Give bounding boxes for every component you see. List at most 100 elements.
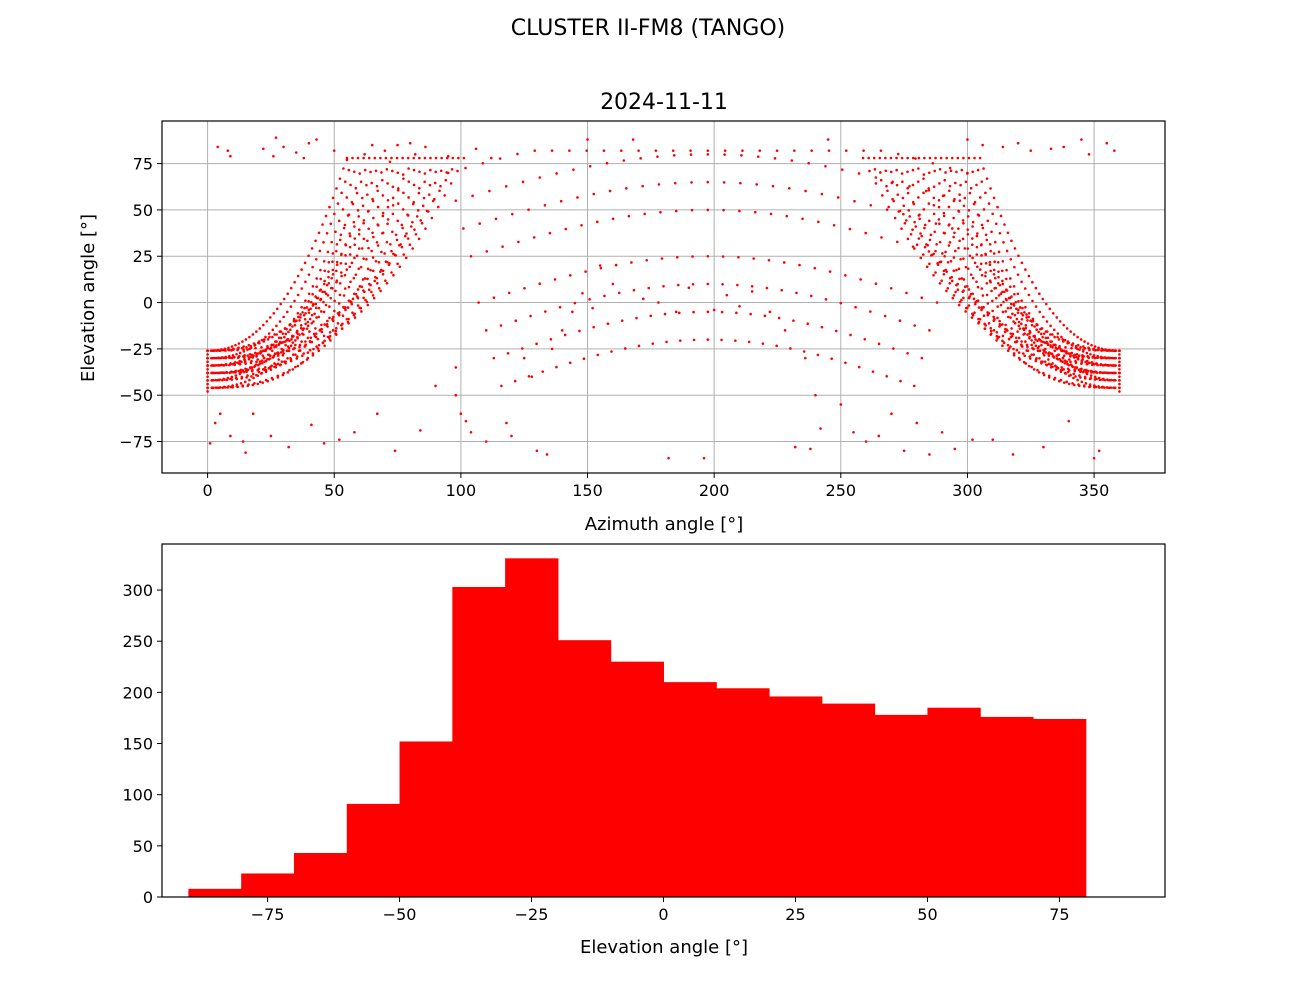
scatter-point <box>816 353 820 357</box>
scatter-point <box>306 324 310 328</box>
scatter-point <box>1021 352 1025 355</box>
scatter-point <box>824 298 828 301</box>
scatter-point <box>328 205 331 209</box>
scatter-point <box>948 281 952 285</box>
scatter-point <box>873 167 877 171</box>
scatter-point <box>246 348 249 351</box>
scatter-point <box>386 205 390 209</box>
scatter-point <box>445 156 449 160</box>
scatter-point <box>940 279 943 282</box>
scatter-point <box>783 329 787 332</box>
scatter-point <box>398 265 402 269</box>
scatter-point <box>478 222 482 225</box>
scatter-point <box>1093 362 1096 366</box>
scatter-point <box>959 257 962 261</box>
histogram-x-tick-label: −25 <box>515 905 549 924</box>
scatter-point <box>353 256 356 260</box>
scatter-point <box>388 261 391 265</box>
scatter-point <box>938 240 942 244</box>
scatter-point <box>563 333 567 337</box>
scatter-point <box>365 257 368 261</box>
scatter-point <box>369 268 372 272</box>
scatter-point <box>323 269 327 273</box>
scatter-point <box>1102 356 1105 360</box>
scatter-point <box>844 149 848 152</box>
scatter-point <box>275 333 278 336</box>
scatter-point <box>598 264 602 267</box>
scatter-point <box>1083 375 1087 379</box>
scatter-point <box>264 378 268 382</box>
scatter-point <box>230 375 234 379</box>
scatter-point <box>971 312 974 316</box>
scatter-point <box>311 354 315 357</box>
scatter-point <box>1045 320 1049 323</box>
scatter-point <box>331 260 334 263</box>
scatter-point <box>213 421 217 425</box>
scatter-point <box>1057 338 1061 341</box>
scatter-point <box>923 156 926 160</box>
scatter-point <box>381 269 385 273</box>
scatter-point <box>245 345 248 349</box>
scatter-point <box>1015 307 1018 311</box>
scatter-point <box>326 250 330 254</box>
scatter-point <box>950 227 954 230</box>
scatter-point <box>985 177 989 180</box>
scatter-point <box>307 141 311 145</box>
scatter-point <box>222 364 226 367</box>
scatter-point <box>314 335 318 339</box>
scatter-point <box>976 265 979 269</box>
scatter-point <box>286 371 290 374</box>
scatter-point <box>288 339 291 343</box>
scatter-point <box>206 386 209 390</box>
scatter-point <box>303 317 307 321</box>
scatter-point <box>920 296 924 300</box>
scatter-point <box>1076 378 1079 382</box>
scatter-point <box>362 221 365 225</box>
scatter-point <box>293 299 296 303</box>
scatter-point <box>247 383 250 386</box>
scatter-point <box>1024 324 1028 327</box>
scatter-point <box>889 286 893 290</box>
scatter-point <box>236 356 240 360</box>
scatter-point <box>1085 359 1089 363</box>
scatter-point <box>1051 333 1054 336</box>
scatter-point <box>1075 352 1079 356</box>
scatter-point <box>984 271 987 274</box>
scatter-point <box>372 296 376 300</box>
scatter-point <box>233 363 237 367</box>
scatter-point <box>623 347 627 350</box>
scatter-point <box>989 332 993 335</box>
scatter-point <box>957 209 960 213</box>
scatter-point <box>232 347 235 351</box>
scatter-point <box>1046 336 1050 340</box>
scatter-point <box>999 323 1002 327</box>
scatter-point <box>630 261 633 264</box>
scatter-point <box>955 283 958 287</box>
scatter-point <box>1061 338 1065 341</box>
scatter-point <box>317 343 321 347</box>
scatter-point <box>322 442 326 445</box>
scatter-point <box>230 349 233 352</box>
scatter-point <box>1012 320 1015 323</box>
scatter-point <box>900 227 903 230</box>
scatter-point <box>1016 141 1020 145</box>
scatter-point <box>998 283 1002 287</box>
scatter-point <box>1103 386 1106 389</box>
scatter-point <box>330 240 334 244</box>
scatter-point <box>1113 149 1116 152</box>
scatter-point <box>1047 352 1050 355</box>
scatter-point <box>767 258 771 262</box>
scatter-point <box>922 173 926 176</box>
scatter-point <box>1014 336 1018 340</box>
scatter-point <box>1096 356 1100 359</box>
scatter-point <box>1118 356 1121 360</box>
scatter-point <box>290 335 294 339</box>
scatter-point <box>396 219 400 223</box>
scatter-point <box>351 311 354 314</box>
scatter-point <box>302 333 305 336</box>
scatter-point <box>522 356 526 360</box>
scatter-point <box>296 335 299 339</box>
scatter-point <box>312 302 315 306</box>
scatter-point <box>243 358 246 361</box>
scatter-point <box>1080 138 1083 141</box>
